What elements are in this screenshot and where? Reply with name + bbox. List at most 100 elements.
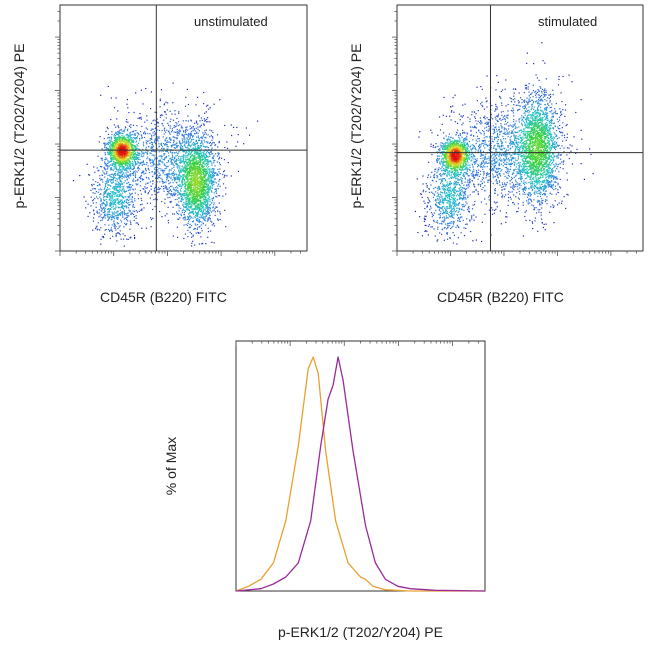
event-dot (187, 205, 189, 207)
event-dot (208, 185, 210, 187)
event-dot (157, 164, 159, 166)
event-dot (117, 195, 119, 198)
event-dot (186, 174, 188, 177)
event-dot (171, 174, 173, 176)
event-dot (179, 176, 181, 178)
event-dot (197, 216, 199, 218)
event-dot (225, 226, 227, 228)
event-dot (214, 165, 216, 167)
event-dot (195, 165, 197, 168)
event-dot (132, 153, 134, 155)
event-dot (205, 201, 207, 203)
event-dot (199, 184, 201, 186)
event-dot (207, 236, 209, 238)
event-dot (107, 214, 109, 216)
event-dot (175, 159, 177, 162)
event-dot (178, 174, 180, 177)
event-dot (130, 140, 132, 142)
event-dot (186, 193, 188, 195)
event-dot (217, 218, 219, 220)
event-dot (121, 183, 124, 185)
event-dot (115, 145, 117, 147)
event-dot (112, 147, 114, 149)
event-dot (118, 166, 121, 168)
event-dot (193, 171, 195, 173)
event-dot (134, 200, 136, 202)
event-dot (212, 131, 214, 134)
event-dot (195, 175, 197, 177)
event-dot (203, 216, 205, 218)
event-dot (143, 163, 145, 165)
event-dot (196, 192, 198, 194)
event-dot (204, 146, 206, 148)
event-dot (137, 145, 139, 147)
event-dot (206, 179, 208, 181)
event-dot (185, 206, 187, 208)
event-dot (98, 209, 100, 211)
event-dot (122, 155, 124, 157)
event-dot (174, 187, 177, 189)
event-dot (186, 176, 188, 178)
event-dot (194, 204, 196, 206)
event-dot (136, 153, 138, 156)
event-dot (142, 141, 145, 143)
event-dot (126, 159, 128, 161)
event-dot (201, 216, 203, 219)
event-dot (111, 143, 113, 145)
event-dot (131, 156, 133, 158)
event-dot (128, 189, 130, 191)
event-dot (164, 127, 166, 129)
event-dot (107, 194, 109, 197)
event-dot (196, 198, 198, 200)
event-dot (125, 121, 127, 123)
event-dot (132, 168, 134, 170)
event-dot (191, 211, 193, 213)
event-dot (214, 188, 216, 190)
event-dot (182, 204, 184, 206)
event-dot (123, 238, 125, 240)
event-dot (133, 158, 136, 160)
event-dot (145, 140, 147, 142)
event-dot (104, 176, 106, 178)
event-dot (199, 168, 201, 170)
event-dot (106, 195, 108, 197)
event-dot (117, 151, 119, 153)
event-dot (129, 134, 131, 136)
event-dot (121, 164, 123, 167)
event-dot (110, 137, 112, 139)
event-dot (205, 183, 207, 185)
event-dot (199, 161, 201, 163)
event-dot (166, 109, 168, 111)
event-dot (156, 148, 158, 150)
event-dot (194, 133, 196, 135)
event-dot (191, 212, 193, 214)
event-dot (154, 150, 156, 153)
event-dot (209, 155, 211, 158)
event-dot (202, 103, 205, 105)
event-dot (113, 211, 116, 213)
event-dot (184, 203, 186, 205)
event-dot (179, 183, 181, 185)
event-dot (192, 168, 194, 171)
event-dot (213, 183, 215, 185)
event-dot (206, 213, 209, 215)
event-dot (197, 231, 200, 234)
event-dot (158, 163, 160, 166)
event-dot (184, 195, 186, 197)
event-dot (130, 134, 132, 136)
event-dot (182, 203, 184, 206)
event-dot (119, 207, 121, 209)
event-dot (110, 156, 112, 159)
event-dot (202, 157, 204, 159)
event-dot (124, 128, 126, 130)
event-dot (115, 143, 117, 146)
event-dot (188, 176, 190, 178)
event-dot (113, 222, 115, 224)
event-dot (166, 213, 168, 215)
event-dot (122, 172, 125, 174)
event-dot (111, 153, 113, 155)
event-dot (166, 187, 168, 189)
event-dot (134, 180, 137, 182)
event-dot (187, 180, 189, 182)
event-dot (170, 194, 172, 196)
